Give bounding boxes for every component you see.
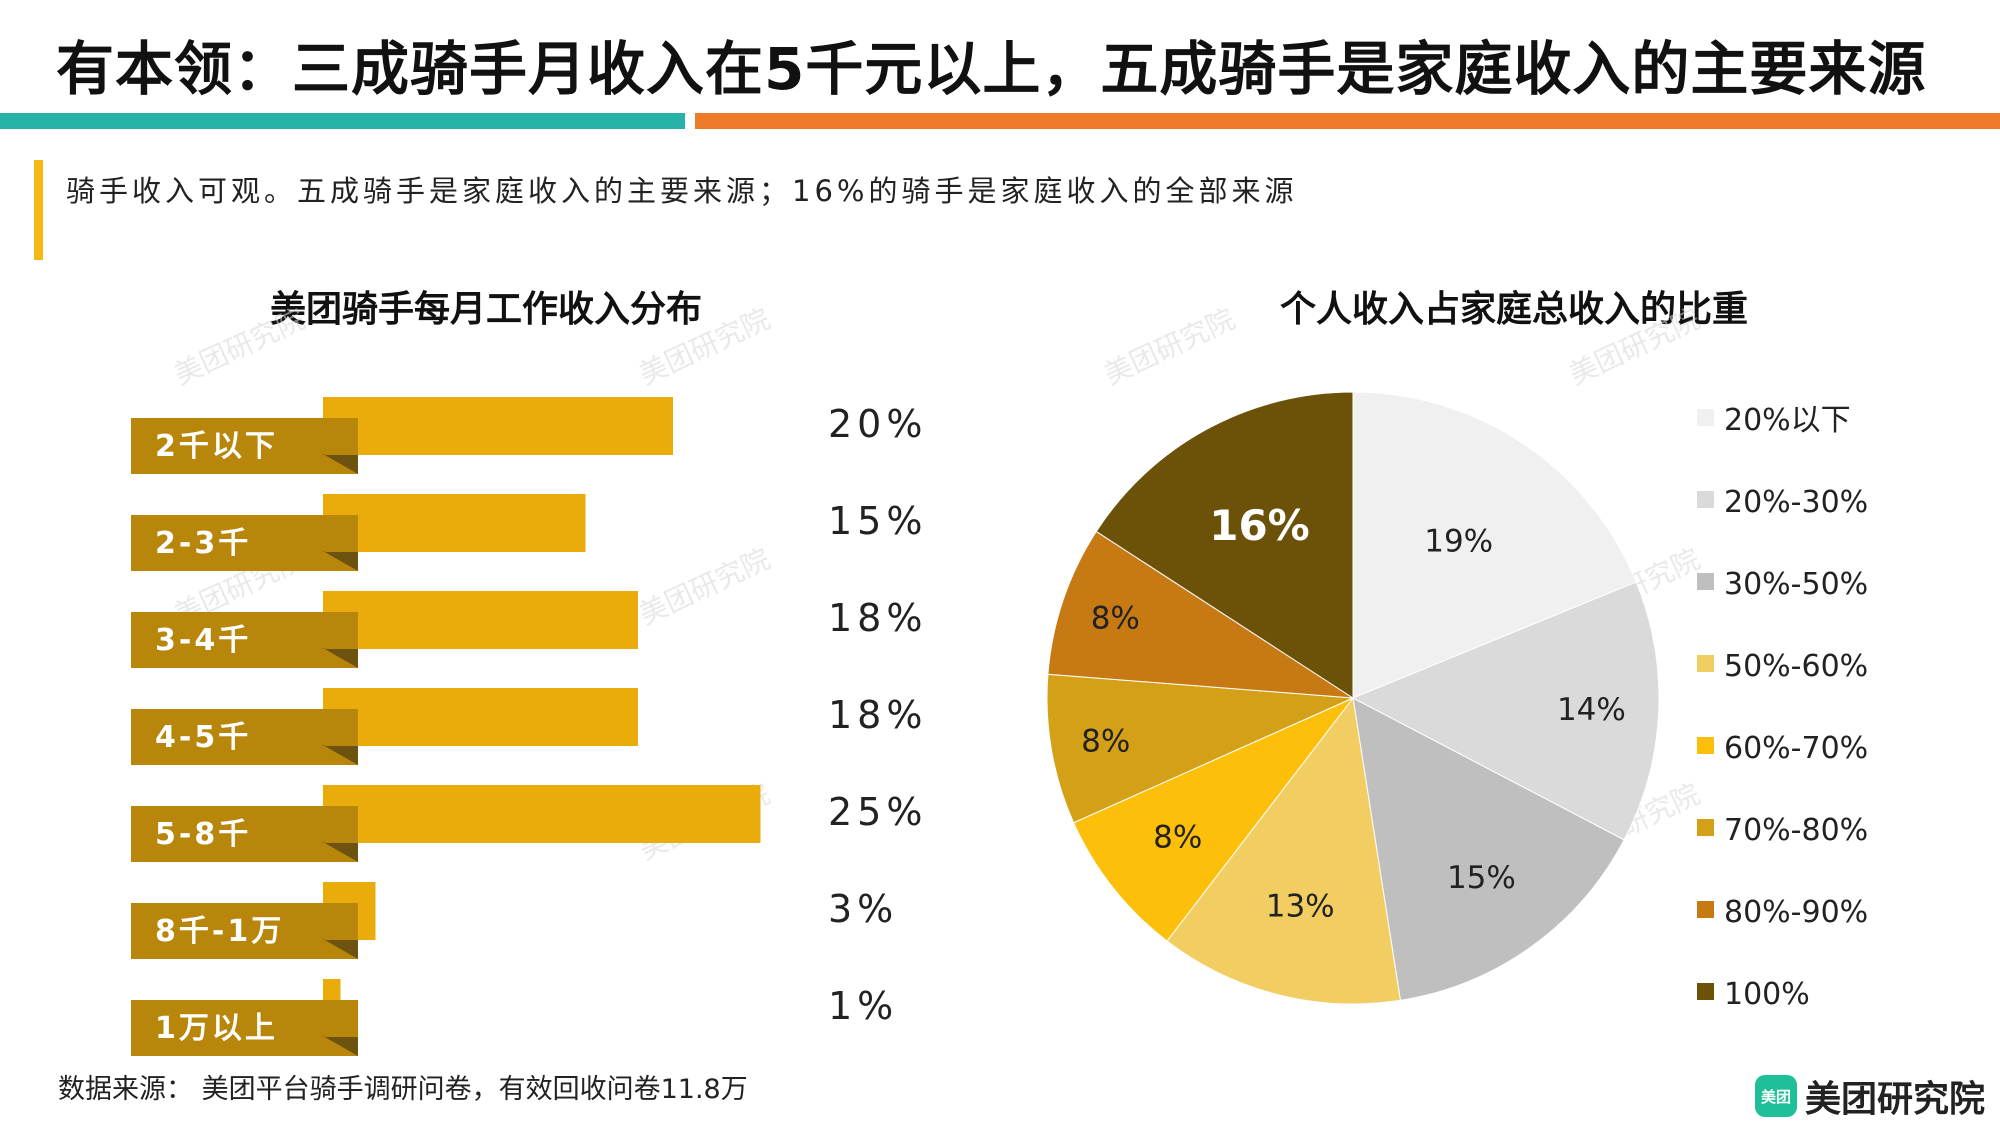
category-label-bg [131,1000,358,1056]
category-label-bg [131,709,358,765]
subtitle: 骑手收入可观。五成骑手是家庭收入的主要来源；16%的骑手是家庭收入的全部来源 [66,174,1298,208]
value-label: 18% [828,596,927,640]
legend-swatch [1697,409,1714,426]
logo-text: 美团研究院 [1805,1079,1986,1120]
income-share-pie-chart: 19% 14% 15% 13% 8% 8% 8% 16% [1046,391,1660,1005]
title-underline-orange [695,113,2000,129]
pie-data-label: 8% [1081,724,1130,760]
legend-swatch [1697,573,1714,590]
category-label-fold [323,1036,358,1056]
category-label: 2千以下 [155,429,278,464]
pie-slice [1351,581,1660,841]
category-label: 1万以上 [155,1011,278,1046]
logo: 美团 美团研究院 [1755,1070,1985,1122]
category-label-fold [323,842,358,862]
category-label: 4-5千 [155,720,251,755]
legend-swatch [1697,655,1714,672]
legend-swatch [1697,491,1714,508]
value-label: 25% [828,790,927,834]
legend-label: 60%-70% [1724,731,1868,766]
category-label-bg [131,418,358,474]
watermark-text: 美团研究院 [1099,302,1240,391]
value-label: 18% [828,693,927,737]
pie-slice [1166,696,1401,1005]
pie-slice [1352,697,1625,1001]
pie-slice [1095,391,1354,699]
page-title: 有本领：三成骑手月收入在5千元以上，五成骑手是家庭收入的主要来源 [56,35,1927,103]
pie-data-label: 14% [1557,692,1626,728]
category-label-bg [131,903,358,959]
pie-data-label: 19% [1424,524,1493,560]
legend-label: 20%以下 [1724,403,1851,438]
category-label: 5-8千 [155,817,251,852]
value-label: 20% [828,402,927,446]
bar-chart-title: 美团骑手每月工作收入分布 [270,289,703,330]
category-label-bg [131,806,358,862]
title-underline-teal [0,113,685,129]
bar [323,397,673,455]
legend-swatch [1697,901,1714,918]
legend-swatch [1697,983,1714,1000]
category-label: 3-4千 [155,623,251,658]
bar [323,494,586,552]
data-source-note: 数据来源： 美团平台骑手调研问卷，有效回收问卷11.8万 [58,1074,748,1105]
pie-slice [1352,391,1637,699]
bar [323,688,638,746]
pie-slice [1046,673,1354,824]
legend-label: 30%-50% [1724,567,1868,602]
watermark-text: 美团研究院 [634,542,775,631]
legend-swatch [1697,819,1714,836]
category-label-fold [323,939,358,959]
category-label-fold [323,648,358,668]
legend-label: 70%-80% [1724,813,1868,848]
category-label-bg [131,515,358,571]
logo-icon: 美团 [1755,1075,1797,1117]
pie-legend: 20%以下 20%-30% 30%-50% 50%-60% 60%-70% 70%-80%… [1697,403,1868,1012]
pie-chart-title: 个人收入占家庭总收入的比重 [1280,289,1749,330]
category-label: 8千-1万 [155,914,284,949]
category-label-bg [131,612,358,668]
pie-data-label: 13% [1266,889,1335,925]
pie-slice [1047,530,1354,699]
bar [323,785,761,843]
pie-slice [1072,697,1354,942]
legend-label: 20%-30% [1724,485,1868,520]
legend-swatch [1697,737,1714,754]
category-label-fold [323,745,358,765]
legend-label: 80%-90% [1724,895,1868,930]
value-label: 3% [828,887,898,931]
subtitle-accent-bar [34,160,43,260]
watermark-text: 美团研究院 [169,302,310,391]
category-label-fold [323,551,358,571]
value-label: 15% [828,499,927,543]
value-label: 1% [828,984,898,1028]
legend-label: 100% [1724,977,1810,1012]
category-label-fold [323,454,358,474]
watermark-text: 美团研究院 [634,302,775,391]
bar [323,591,638,649]
income-bar-chart: 2千以下 20% 2-3千 15% 3-4千 18% 4-5千 18% 5-8千 25% 8千-1万… [131,397,927,1056]
watermark-text: 美团研究院 [1564,302,1705,391]
legend-label: 50%-60% [1724,649,1868,684]
category-label: 2-3千 [155,526,251,561]
pie-data-label: 15% [1447,860,1516,896]
pie-data-label: 8% [1091,601,1140,637]
pie-data-label: 8% [1153,820,1202,856]
pie-data-label: 16% [1209,501,1310,550]
